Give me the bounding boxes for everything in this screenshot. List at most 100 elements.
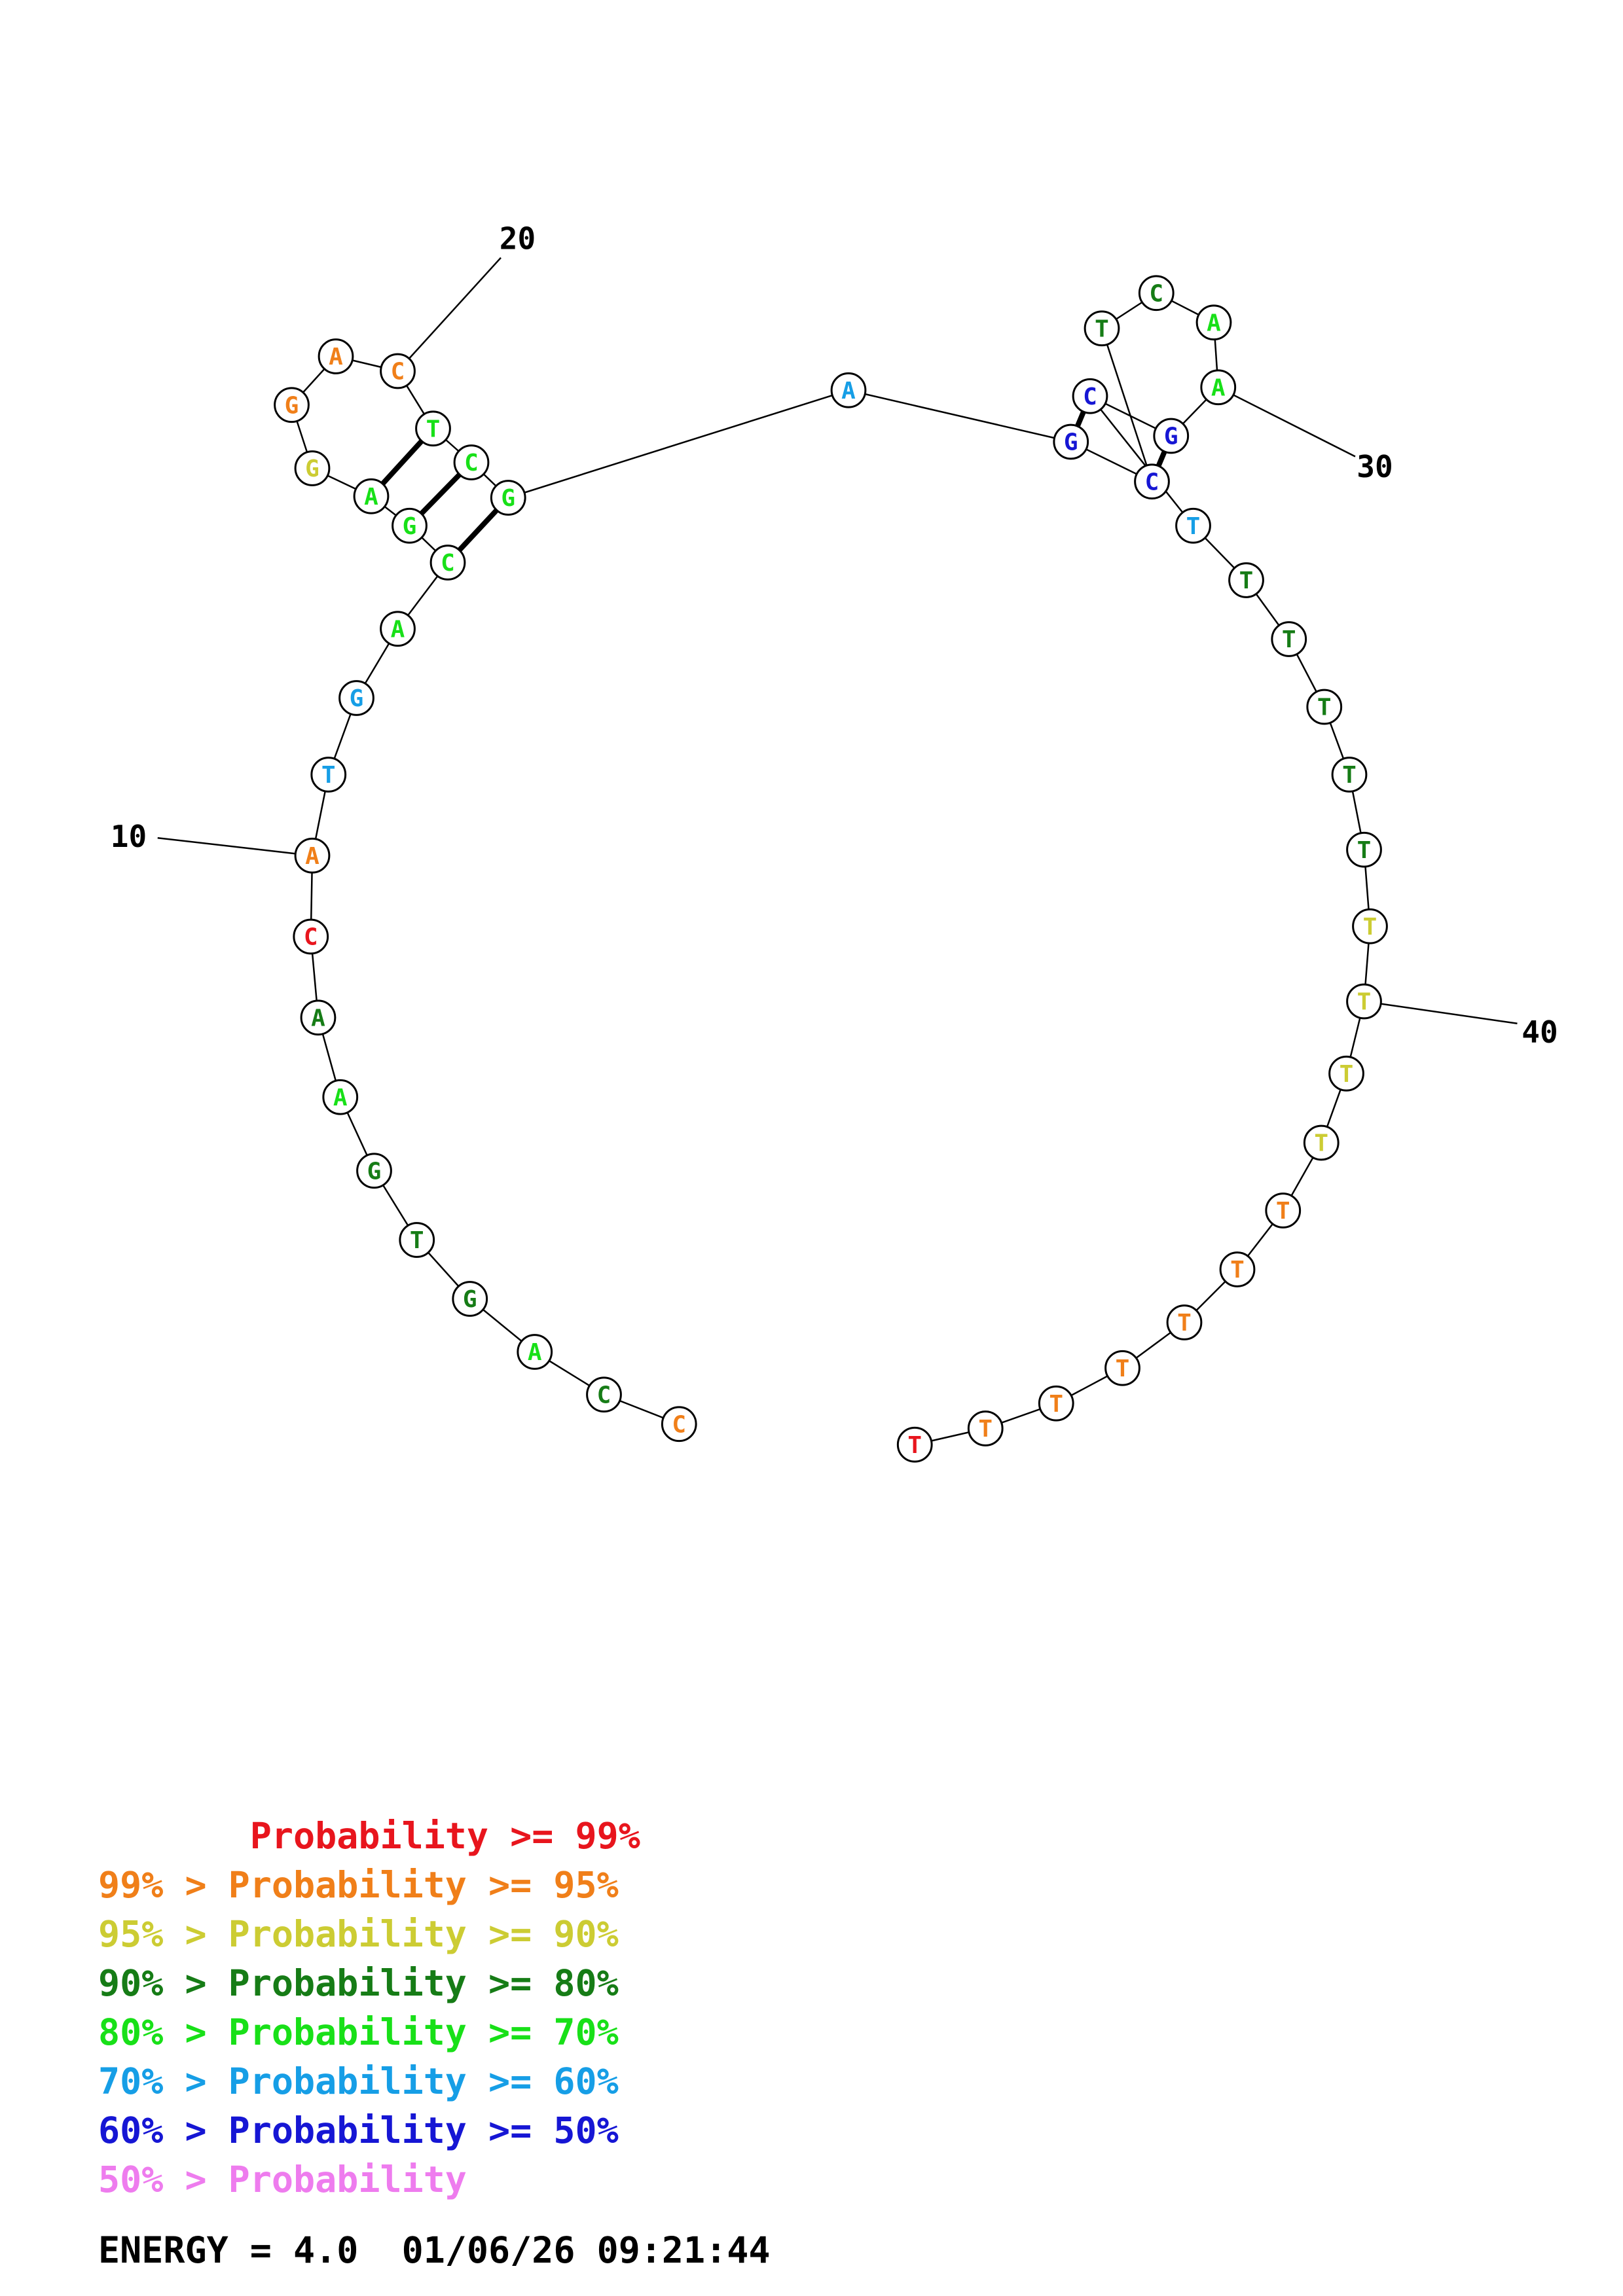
nucleotides: CCAGTGAACATGACGAGGACTCGAGCTCAAGCTTTTTTTT… [274, 275, 1388, 1463]
position-tick-line [157, 837, 313, 857]
nucleotide-circle [453, 444, 490, 480]
legend-row: 60% > Probability >= 50% [98, 2109, 619, 2151]
nucleotide-letter: T [426, 416, 441, 442]
nucleotide: T [399, 1222, 435, 1258]
nucleotide: T [1038, 1385, 1074, 1422]
nucleotide-circle [1153, 418, 1190, 454]
nucleotide-letter: T [1095, 315, 1109, 342]
position-tick-line [1218, 386, 1356, 457]
nucleotide: T [1328, 1055, 1364, 1092]
nucleotide-circle [1038, 1385, 1074, 1422]
nucleotide-letter: T [1342, 762, 1357, 789]
nucleotide-letter: T [1282, 626, 1296, 653]
probability-legend: Probability >= 99% 99% > Probability >= 9… [98, 1812, 640, 2204]
nucleotide-circle [274, 387, 310, 423]
nucleotide: A [300, 999, 337, 1036]
nucleotide-letter: C [597, 1382, 611, 1408]
nucleotide: T [415, 410, 451, 447]
nucleotide-circle [1271, 621, 1307, 657]
nucleotide-circle [896, 1426, 933, 1463]
nucleotide-circle [318, 338, 354, 374]
position-tick-label: 30 [1357, 449, 1393, 484]
nucleotide-circle [1175, 507, 1211, 544]
nucleotide-letter: T [907, 1432, 922, 1459]
legend-row: 95% > Probability >= 90% [98, 1913, 619, 1955]
nucleotide-circle [1219, 1251, 1256, 1287]
nucleotide-letter: T [1314, 1130, 1328, 1157]
nucleotide-letter: G [463, 1286, 477, 1313]
nucleotide: T [1346, 831, 1382, 868]
nucleotide-letter: A [1207, 310, 1221, 336]
nucleotide: C [1072, 378, 1108, 414]
nucleotide-letter: T [1363, 914, 1377, 941]
nucleotide-letter: T [1276, 1198, 1290, 1225]
legend-row: 80% > Probability >= 70% [98, 2011, 619, 2053]
nucleotide-letter: T [1177, 1310, 1192, 1336]
nucleotide: A [1195, 304, 1232, 341]
nucleotide-letter: A [333, 1085, 348, 1111]
nucleotide-circle [1104, 1350, 1140, 1386]
nucleotide: G [490, 480, 526, 516]
nucleotide-letter: A [364, 484, 378, 511]
nucleotide-circle [293, 918, 329, 955]
nucleotide-circle [1328, 1055, 1364, 1092]
nucleotide-circle [1331, 757, 1368, 793]
nucleotide-letter: A [305, 843, 319, 870]
nucleotide-circle [1228, 562, 1264, 598]
nucleotide-circle [356, 1153, 392, 1189]
nucleotide: G [452, 1281, 488, 1317]
nucleotide: T [1306, 689, 1343, 725]
nucleotide-circle [830, 372, 867, 408]
energy-footer: ENERGY = 4.0 01/06/26 09:21:44 [98, 2229, 771, 2271]
nucleotide: A [380, 611, 416, 647]
nucleotide-letter: A [329, 344, 343, 370]
nucleotide: G [1053, 423, 1089, 460]
nucleotide-letter: T [1239, 567, 1254, 594]
nucleotide: G [1153, 418, 1190, 454]
nucleotide: A [318, 338, 354, 374]
backbone-lines [291, 292, 1371, 1446]
nucleotide: C [1134, 463, 1170, 500]
nucleotide: T [1219, 1251, 1256, 1287]
nucleotide-letter: A [528, 1339, 542, 1366]
nucleotide: T [1084, 310, 1120, 347]
nucleotide-letter: T [1116, 1355, 1130, 1382]
nucleotide-circle [1084, 310, 1120, 347]
nucleotide-letter: C [1083, 384, 1097, 410]
position-tick-label: 10 [111, 819, 147, 854]
nucleotide: C [380, 353, 416, 389]
position-tick-line [397, 257, 501, 372]
nucleotide-circle [1265, 1193, 1302, 1229]
nucleotide-circle [1306, 689, 1343, 725]
nucleotide-letter: A [391, 616, 405, 643]
nucleotide-letter: C [1145, 469, 1159, 495]
nucleotide-letter: G [1164, 423, 1178, 450]
nucleotide-circle [517, 1334, 553, 1370]
nucleotide: T [1271, 621, 1307, 657]
nucleotide-letter: T [321, 762, 336, 789]
nucleotide: T [1228, 562, 1264, 598]
nucleotide-circle [338, 680, 374, 716]
nucleotide: T [1346, 983, 1382, 1020]
nucleotide: A [517, 1334, 553, 1370]
nucleotide: T [310, 757, 347, 793]
nucleotide-letter: C [464, 450, 479, 476]
nucleotide: C [1138, 275, 1175, 312]
nucleotide-letter: C [441, 550, 455, 577]
nucleotide: A [1200, 369, 1237, 406]
nucleotide-circle [1053, 423, 1089, 460]
nucleotide-letter: T [1317, 694, 1332, 721]
legend-row: 50% > Probability [98, 2159, 467, 2200]
nucleotide-circle [1352, 908, 1388, 944]
nucleotide-letter: G [305, 456, 319, 482]
nucleotide-circle [1195, 304, 1232, 341]
nucleotide: G [274, 387, 310, 423]
nucleotide-letter: T [1230, 1257, 1245, 1283]
nucleotide: C [453, 444, 490, 480]
nucleotide-circle [1346, 831, 1382, 868]
nucleotide: T [1175, 507, 1211, 544]
nucleotide-letter: G [1064, 429, 1078, 456]
backbone-segment [1089, 395, 1194, 527]
nucleotide-circle [1166, 1304, 1203, 1340]
nucleotide-circle [1303, 1124, 1340, 1161]
